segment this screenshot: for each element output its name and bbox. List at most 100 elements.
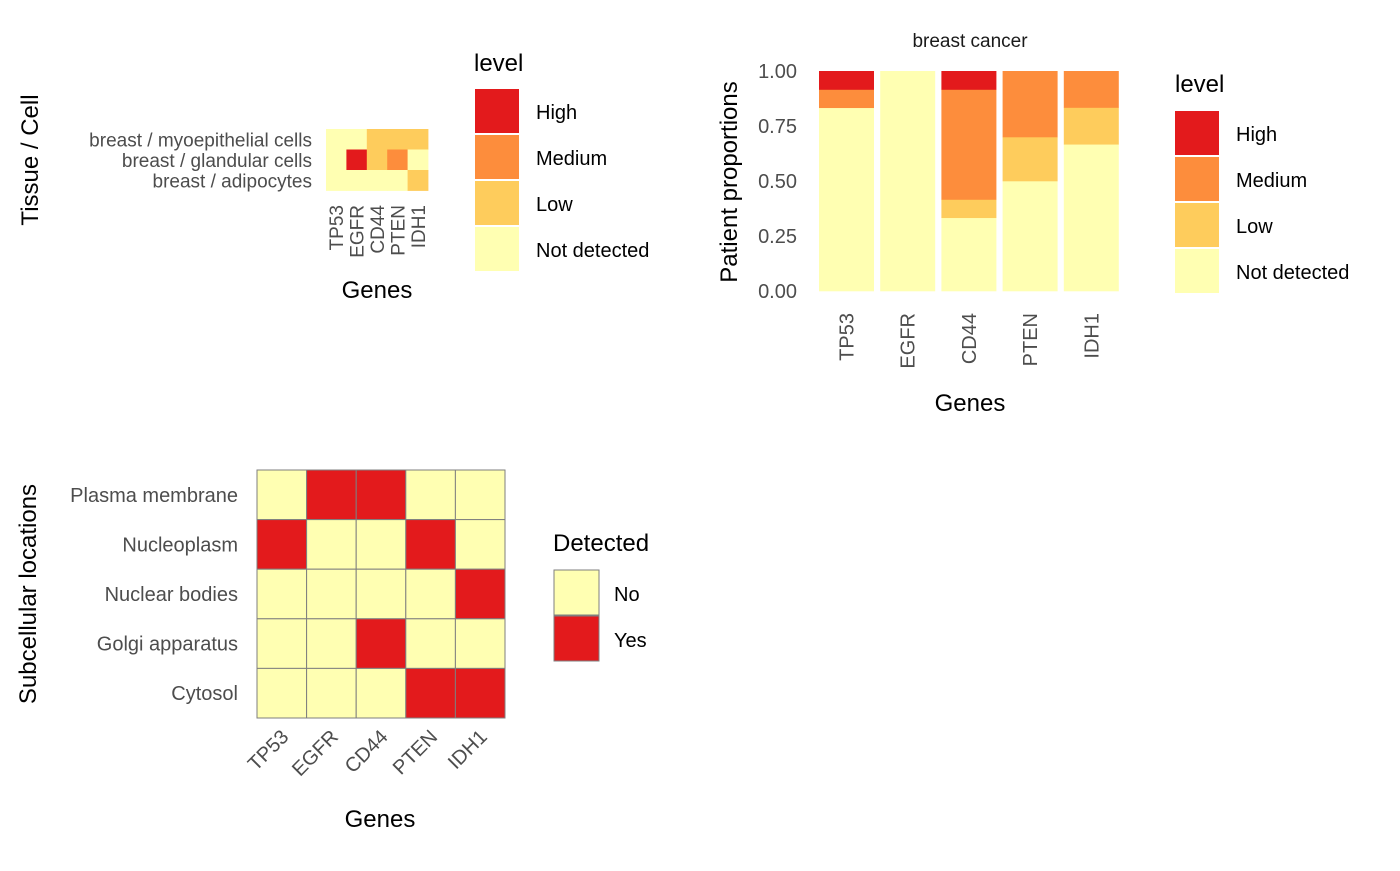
subcellular-heatmap-cells [256,469,506,719]
bar-egfr-not-detected [880,71,936,292]
tissue-legend-label-low: Low [536,194,573,216]
cancer-bar-xtick: IDH1 [1081,313,1103,359]
subcell-golgi-apparatus-egfr [306,618,357,669]
tissue-cell-breast-myoepithelial-cells-tp53 [326,129,347,150]
bar-cd44-high [941,71,997,90]
tissue-legend-key-medium [475,135,519,179]
subcellular-legend-label-yes: Yes [614,630,647,652]
tissue-cell-breast-adipocytes-cd44 [366,170,388,191]
subcell-nuclear-bodies-idh1 [454,568,506,620]
subcell-golgi-apparatus-cd44 [355,618,407,669]
subcell-nuclear-bodies-pten [405,568,456,620]
tissue-row-label: breast / myoepithelial cells [89,130,312,151]
cancer-legend-label-not-detected: Not detected [1236,262,1349,284]
subcellular-heatmap-row-labels: Plasma membrane Nucleoplasm Nuclear bodies… [70,485,238,705]
bar-cd44-not-detected [941,217,997,292]
tissue-heatmap-legend: level High Medium Low Not detected [474,50,649,271]
bar-pten-medium [1002,71,1058,138]
subcell-golgi-apparatus-tp53 [256,618,308,669]
bar-tp53-not-detected [819,107,874,292]
cancer-legend-key-not-detected [1175,249,1219,293]
subcell-cytosol-tp53 [256,667,308,719]
tissue-cell-breast-myoepithelial-cells-idh1 [407,129,429,150]
tissue-heatmap-xlabel: Genes [342,277,413,304]
cancer-legend-label-low: Low [1236,216,1273,238]
tissue-legend-label-high: High [536,102,577,124]
cancer-bar-ytick: 0.75 [758,116,797,138]
cancer-bar-xtick: PTEN [1020,313,1042,366]
tissue-cell-breast-adipocytes-idh1 [407,170,429,191]
tissue-row-label: breast / glandular cells [122,151,312,172]
tissue-col-label: PTEN [388,205,409,256]
tissue-heatmap-ylabel: Tissue / Cell [17,94,44,225]
tissue-cell-breast-adipocytes-pten [387,170,408,191]
cancer-bar-bars [819,71,1119,292]
subcell-plasma-membrane-cd44 [355,469,407,521]
subcellular-legend-key-no [553,569,600,616]
tissue-cell-breast-glandular-cells-cd44 [366,149,388,171]
tissue-row-label: breast / adipocytes [153,171,312,192]
cancer-bar-yticks: 0.00 0.25 0.50 0.75 1.00 [758,61,797,303]
subcell-cytosol-idh1 [454,667,506,719]
subcellular-col-label: PTEN [389,726,442,779]
cancer-legend-title: level [1175,71,1224,98]
bar-idh1-low [1063,107,1119,145]
tissue-col-label: CD44 [368,205,389,254]
subcell-cytosol-cd44 [355,667,407,719]
cancer-legend-key-high [1175,111,1219,155]
cancer-bar-legend: level High Medium Low Not detected [1175,71,1349,293]
tissue-heatmap-col-labels: TP53 EGFR CD44 PTEN IDH1 [327,205,430,258]
subcell-nuclear-bodies-tp53 [256,568,308,620]
tissue-cell-breast-glandular-cells-idh1 [407,149,429,171]
cancer-legend-key-medium [1175,157,1219,201]
cancer-legend-key-low [1175,203,1219,247]
tissue-col-label: TP53 [327,205,348,250]
subcell-nucleoplasm-pten [405,519,456,570]
subcellular-col-label: CD44 [341,726,393,778]
subcell-cytosol-egfr [306,667,357,719]
cancer-bar-xtick: TP53 [837,313,859,361]
subcell-cytosol-pten [405,667,456,719]
tissue-cell-breast-myoepithelial-cells-cd44 [366,129,388,150]
tissue-legend-key-not-detected [475,227,519,271]
bar-tp53-high [819,71,874,90]
subcellular-row-label: Nuclear bodies [105,584,238,606]
subcell-golgi-apparatus-idh1 [454,618,506,669]
subcellular-row-label: Cytosol [171,683,238,705]
tissue-col-label: IDH1 [409,205,430,248]
subcell-nucleoplasm-idh1 [454,519,506,570]
subcell-nucleoplasm-tp53 [256,519,308,570]
cancer-bar-xtick: EGFR [898,313,920,369]
tissue-legend-key-low [475,181,519,225]
subcell-plasma-membrane-idh1 [454,469,506,521]
subcellular-legend-title: Detected [553,530,649,557]
subcellular-legend-key-yes [553,615,600,662]
cancer-bar-xtick: CD44 [959,313,981,364]
cancer-bar-ylabel: Patient proportions [716,81,743,282]
cancer-legend-label-medium: Medium [1236,170,1307,192]
tissue-legend-key-high [475,89,519,133]
tissue-legend-label-medium: Medium [536,148,607,170]
cancer-bar-ytick: 0.00 [758,281,797,303]
subcell-plasma-membrane-egfr [306,469,357,521]
cancer-legend-label-high: High [1236,124,1277,146]
bar-idh1-not-detected [1063,144,1119,292]
tissue-cell-breast-glandular-cells-egfr [346,149,368,171]
subcellular-row-label: Nucleoplasm [122,534,238,556]
subcell-plasma-membrane-pten [405,469,456,521]
tissue-cell-breast-myoepithelial-cells-egfr [346,129,368,150]
subcellular-col-label: IDH1 [444,726,492,774]
cancer-bar-ytick: 1.00 [758,61,797,83]
subcell-golgi-apparatus-pten [405,618,456,669]
cancer-bar-xlabel: Genes [935,390,1006,417]
tissue-cell-breast-adipocytes-egfr [346,170,368,191]
bar-pten-not-detected [1002,181,1058,292]
subcellular-legend: Detected No Yes [553,530,649,662]
cancer-bar-panel: breast cancer Patient proportions 0.00 0.… [716,31,1119,417]
cancer-bar-title: breast cancer [912,31,1028,52]
subcell-nuclear-bodies-egfr [306,568,357,620]
cancer-bar-ytick: 0.50 [758,171,797,193]
subcellular-heatmap-xlabel: Genes [345,806,416,833]
